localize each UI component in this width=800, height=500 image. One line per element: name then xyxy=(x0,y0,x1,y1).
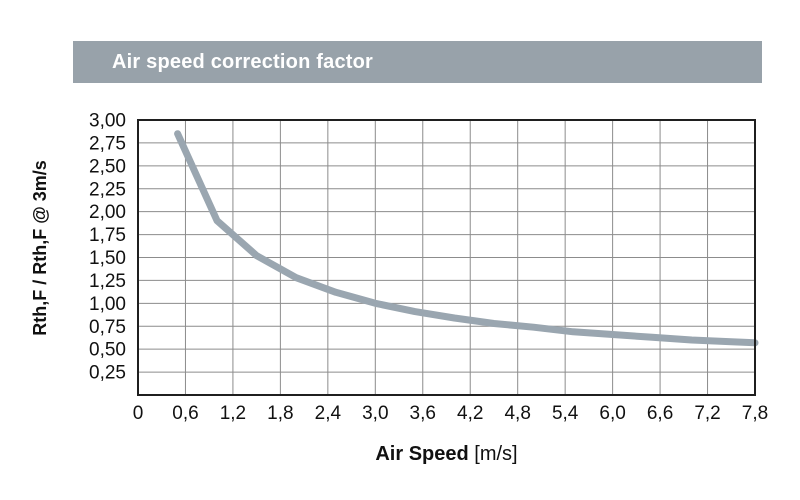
y-tick-label: 3,00 xyxy=(89,111,126,132)
x-tick-label: 1,8 xyxy=(267,403,293,424)
y-tick-labels: 3,002,752,502,252,001,751,501,251,000,75… xyxy=(89,111,126,384)
y-tick-label: 2,50 xyxy=(89,156,126,177)
x-tick-label: 6,0 xyxy=(599,403,625,424)
x-tick-label: 4,2 xyxy=(457,403,483,424)
y-tick-label: 0,50 xyxy=(89,340,126,361)
x-tick-label: 7,2 xyxy=(694,403,720,424)
x-tick-label: 5,4 xyxy=(552,403,579,424)
x-tick-label: 1,2 xyxy=(220,403,246,424)
axes-box xyxy=(137,119,756,396)
x-tick-label: 4,8 xyxy=(504,403,530,424)
x-tick-label: 0,6 xyxy=(172,403,198,424)
y-tick-label: 0,75 xyxy=(89,317,126,338)
correction-factor-curve xyxy=(174,130,759,347)
y-tick-label: 1,25 xyxy=(89,271,126,292)
x-tick-label: 3,6 xyxy=(410,403,436,424)
y-tick-label: 1,75 xyxy=(89,225,126,246)
y-tick-label: 0,25 xyxy=(89,363,126,384)
chart-title: Air speed correction factor xyxy=(112,51,374,73)
y-tick-label: 2,25 xyxy=(89,179,126,200)
x-tick-label: 6,6 xyxy=(647,403,673,424)
gridlines xyxy=(138,120,755,395)
x-tick-labels: 0 0,6 1,2 1,8 2,4 3,0 3,6 4,2 4,8 5,4 6,0 6,6 7,2 7,8 xyxy=(133,403,769,424)
chart-title-bar: Air speed correction factor xyxy=(73,41,762,83)
y-tick-label: 2,00 xyxy=(89,202,126,223)
y-tick-label: 2,75 xyxy=(89,133,126,154)
x-axis-unit-text: [m/s] xyxy=(474,443,518,465)
x-tick-label: 0 xyxy=(133,403,144,424)
x-axis-title-text: Air Speed xyxy=(375,443,469,465)
x-axis-title: Air Speed [m/s] xyxy=(138,443,755,466)
plot-frame xyxy=(137,119,756,396)
y-tick-label: 1,50 xyxy=(89,248,126,269)
series-line xyxy=(174,130,759,347)
x-tick-label: 2,4 xyxy=(315,403,342,424)
y-tick-label: 1,00 xyxy=(89,294,126,315)
x-tick-label: 7,8 xyxy=(742,403,768,424)
x-tick-label: 3,0 xyxy=(362,403,388,424)
